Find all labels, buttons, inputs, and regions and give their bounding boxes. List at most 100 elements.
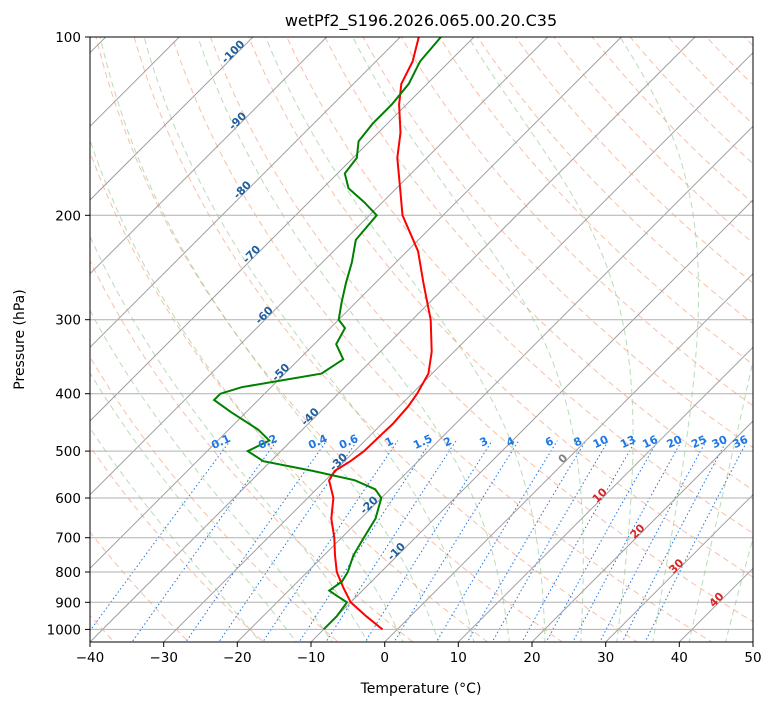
isotherm-line [90, 37, 475, 422]
mixing-ratio-line [325, 440, 457, 642]
dry-adiabat-line [209, 37, 753, 623]
dry-adiabat-line [705, 37, 753, 86]
isotherm-line [752, 641, 753, 642]
temperature-profile-line [328, 37, 433, 631]
dry-adiabat-line [400, 37, 753, 407]
y-tick-label: 900 [55, 595, 81, 611]
moist-adiabat-line [725, 536, 753, 642]
dry-adiabat-line [362, 37, 753, 449]
mixing-ratio-line [298, 440, 432, 642]
dry-adiabat-line [553, 37, 753, 244]
y-tick-label: 600 [55, 491, 81, 507]
moist-adiabat-line [90, 309, 333, 642]
dry-adiabat-label: -70 [240, 242, 263, 265]
x-tick-label: 10 [450, 650, 467, 666]
y-tick-label: 400 [55, 387, 81, 403]
dry-adiabat-line [133, 37, 638, 642]
x-tick-label: −20 [223, 650, 252, 666]
mixing-ratio-line [466, 440, 587, 642]
dry-adiabat-line [90, 531, 190, 642]
mixing-ratio-line [545, 440, 659, 642]
mixing-ratio-line [521, 440, 637, 642]
mixing-ratio-label: 13 [618, 433, 637, 451]
dry-adiabat-line [90, 150, 489, 642]
isotherm-line [163, 51, 753, 642]
plot-frame [89, 36, 754, 643]
y-tick-label: 200 [55, 208, 81, 224]
y-tick-label: 700 [55, 531, 81, 547]
moist-adiabat-line [265, 37, 546, 642]
dry-adiabat-label: -40 [299, 405, 322, 428]
isotherm-line [90, 37, 254, 201]
mixing-ratio-line [90, 440, 231, 632]
dewpoint-profile-line [212, 37, 442, 631]
x-tick-label: 30 [597, 650, 614, 666]
isotherm-line [531, 420, 753, 642]
isotherm-line [90, 37, 328, 275]
x-tick-label: 50 [744, 650, 761, 666]
moist-adiabat-line [143, 37, 475, 642]
y-tick-label: 300 [55, 313, 81, 329]
dry-adiabat-line [743, 37, 753, 47]
dry-adiabat-label: -100 [219, 37, 248, 66]
y-tick-label: 500 [55, 444, 81, 460]
mixing-ratio-line [491, 440, 609, 642]
mixing-ratio-label: 2 [442, 434, 454, 449]
x-tick-label: 20 [523, 650, 540, 666]
dry-adiabat-line [286, 37, 753, 534]
y-tick-label: 100 [55, 30, 81, 46]
mixing-ratio-line [621, 440, 728, 642]
isotherm-line [90, 37, 401, 349]
mixing-ratio-label: 30 [710, 433, 730, 451]
dry-adiabat-label: -60 [253, 304, 276, 327]
dry-adiabat-line [248, 37, 753, 578]
isotherm-line [678, 567, 753, 642]
mixing-ratio-label: 6 [543, 434, 556, 449]
moist-adiabat-label: 20 [628, 521, 648, 541]
isotherm-line [310, 199, 753, 642]
dry-adiabat-label: -30 [327, 450, 350, 473]
isotherm-line [236, 125, 753, 642]
mixing-ratio-label: 0.1 [209, 432, 232, 452]
moist-adiabat-line [352, 37, 584, 642]
dry-adiabat-line [476, 37, 753, 325]
isotherm-line [90, 37, 549, 496]
moist-adiabat-line [99, 37, 440, 642]
x-tick-label: −10 [297, 650, 326, 666]
mixing-ratio-label: 10 [591, 433, 611, 451]
dry-adiabat-line [438, 37, 753, 366]
x-tick-label: −40 [76, 650, 105, 666]
moist-adiabat-label: 10 [590, 485, 610, 505]
dry-adiabat-label: -90 [226, 109, 249, 132]
mixing-ratio-line [572, 440, 683, 642]
dry-adiabat-label: -10 [385, 540, 408, 563]
mixing-ratio-line [599, 440, 707, 642]
dry-adiabat-label: -80 [231, 178, 254, 201]
mixing-ratio-line [262, 440, 399, 642]
x-tick-label: −30 [149, 650, 178, 666]
y-tick-label: 1000 [47, 622, 81, 638]
moist-adiabat-label: 40 [707, 590, 727, 610]
isotherm-line [90, 37, 696, 642]
dry-adiabat-line [629, 37, 753, 165]
isotherm-line [384, 272, 753, 642]
mixing-ratio-line [435, 440, 558, 642]
mixing-ratio-line [364, 440, 493, 642]
moist-adiabat-line [619, 37, 699, 642]
y-tick-label: 800 [55, 565, 81, 581]
dry-adiabat-line [95, 37, 564, 642]
mixing-ratio-line [131, 440, 278, 642]
chart-title: wetPf2_S196.2026.065.00.20.C35 [285, 11, 557, 31]
isotherm-line [605, 493, 753, 642]
dry-adiabat-line [90, 259, 414, 642]
y-axis-label: Pressure (hPa) [12, 289, 28, 389]
x-tick-label: 0 [380, 650, 389, 666]
x-axis-label: Temperature (°C) [360, 681, 482, 697]
mixing-ratio-line [644, 440, 748, 642]
dry-adiabat-line [171, 37, 713, 642]
moist-adiabat-line [197, 37, 510, 642]
mixing-ratio-label: 0.4 [306, 432, 329, 452]
mixing-ratio-label: 36 [731, 433, 751, 451]
isotherm-line [457, 346, 753, 642]
